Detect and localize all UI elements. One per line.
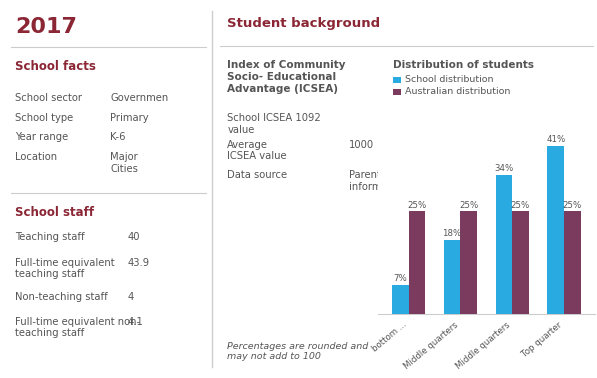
Bar xyxy=(496,175,512,314)
Text: 34%: 34% xyxy=(494,164,513,173)
Text: Full-time equivalent
teaching staff: Full-time equivalent teaching staff xyxy=(15,258,115,279)
Text: Primary: Primary xyxy=(110,113,149,123)
Text: Parent
information: Parent information xyxy=(349,170,407,192)
Text: Location: Location xyxy=(15,152,57,162)
Text: 43.9: 43.9 xyxy=(127,258,149,268)
Text: School facts: School facts xyxy=(15,60,96,73)
Text: Distribution of students: Distribution of students xyxy=(393,60,534,70)
Text: School sector: School sector xyxy=(15,93,82,102)
Text: Student background: Student background xyxy=(227,17,380,30)
Text: 25%: 25% xyxy=(511,201,530,210)
Text: School type: School type xyxy=(15,113,73,123)
Bar xyxy=(444,240,460,314)
Text: 25%: 25% xyxy=(562,201,582,210)
Text: School ICSEA 1092
value: School ICSEA 1092 value xyxy=(227,113,321,135)
Text: Index of Community
Socio- Educational
Advantage (ICSEA): Index of Community Socio- Educational Ad… xyxy=(227,60,346,94)
Text: 40: 40 xyxy=(127,232,140,242)
Text: 1000: 1000 xyxy=(349,140,374,150)
Bar xyxy=(408,211,425,314)
Text: 7%: 7% xyxy=(393,274,407,284)
Text: Percentages are rounded and
may not add to 100: Percentages are rounded and may not add … xyxy=(227,342,368,361)
Text: Australian distribution: Australian distribution xyxy=(405,87,510,96)
Bar xyxy=(393,89,401,95)
Bar xyxy=(512,211,529,314)
Text: School staff: School staff xyxy=(15,206,94,219)
Text: 2017: 2017 xyxy=(15,17,77,37)
Text: K-6: K-6 xyxy=(110,132,126,142)
Text: Governmen: Governmen xyxy=(110,93,168,102)
Text: Data source: Data source xyxy=(227,170,288,180)
Text: 25%: 25% xyxy=(459,201,478,210)
Text: 41%: 41% xyxy=(546,135,565,144)
Bar xyxy=(564,211,580,314)
Text: Non-teaching staff: Non-teaching staff xyxy=(15,292,107,302)
Bar xyxy=(393,77,401,83)
Text: 18%: 18% xyxy=(442,229,461,239)
Text: 4: 4 xyxy=(127,292,133,302)
Text: 25%: 25% xyxy=(407,201,426,210)
Bar xyxy=(460,211,477,314)
Text: Full-time equivalent non-
teaching staff: Full-time equivalent non- teaching staff xyxy=(15,317,140,338)
Bar xyxy=(547,146,564,314)
Bar xyxy=(392,285,408,314)
Text: School distribution: School distribution xyxy=(405,75,494,84)
Text: Year range: Year range xyxy=(15,132,68,142)
Text: Average
ICSEA value: Average ICSEA value xyxy=(227,140,287,161)
Text: Teaching staff: Teaching staff xyxy=(15,232,84,242)
Text: 4.1: 4.1 xyxy=(127,317,143,327)
Text: Major
Cities: Major Cities xyxy=(110,152,138,174)
